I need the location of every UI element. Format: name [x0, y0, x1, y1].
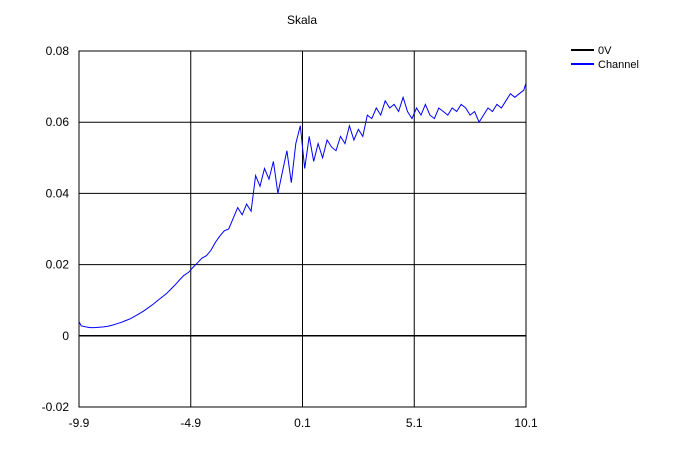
y-tick-label: 0.06	[46, 115, 70, 129]
x-tick-label: 0.1	[294, 416, 311, 430]
legend-label: 0V	[598, 45, 612, 57]
y-tick-label: 0.08	[46, 44, 70, 58]
plot-area: -9.9 -4.9 0.1 5.1 10.1 -0.02 0 0.02 0.04 0.06 0.08	[42, 44, 538, 430]
y-tick-label: 0.04	[46, 186, 70, 200]
legend: 0V Channel	[571, 45, 639, 71]
y-tick-label: 0	[62, 329, 69, 343]
x-tick-label: -4.9	[180, 416, 201, 430]
legend-label: Channel	[598, 59, 639, 71]
x-tick-label: 10.1	[514, 416, 538, 430]
y-tick-label: 0.02	[46, 258, 70, 272]
y-tick-label: -0.02	[42, 400, 70, 414]
x-tick-label: -9.9	[69, 416, 90, 430]
x-tick-label: 5.1	[406, 416, 423, 430]
series-line-channel	[78, 82, 527, 329]
chart-title: Skala	[287, 13, 317, 27]
